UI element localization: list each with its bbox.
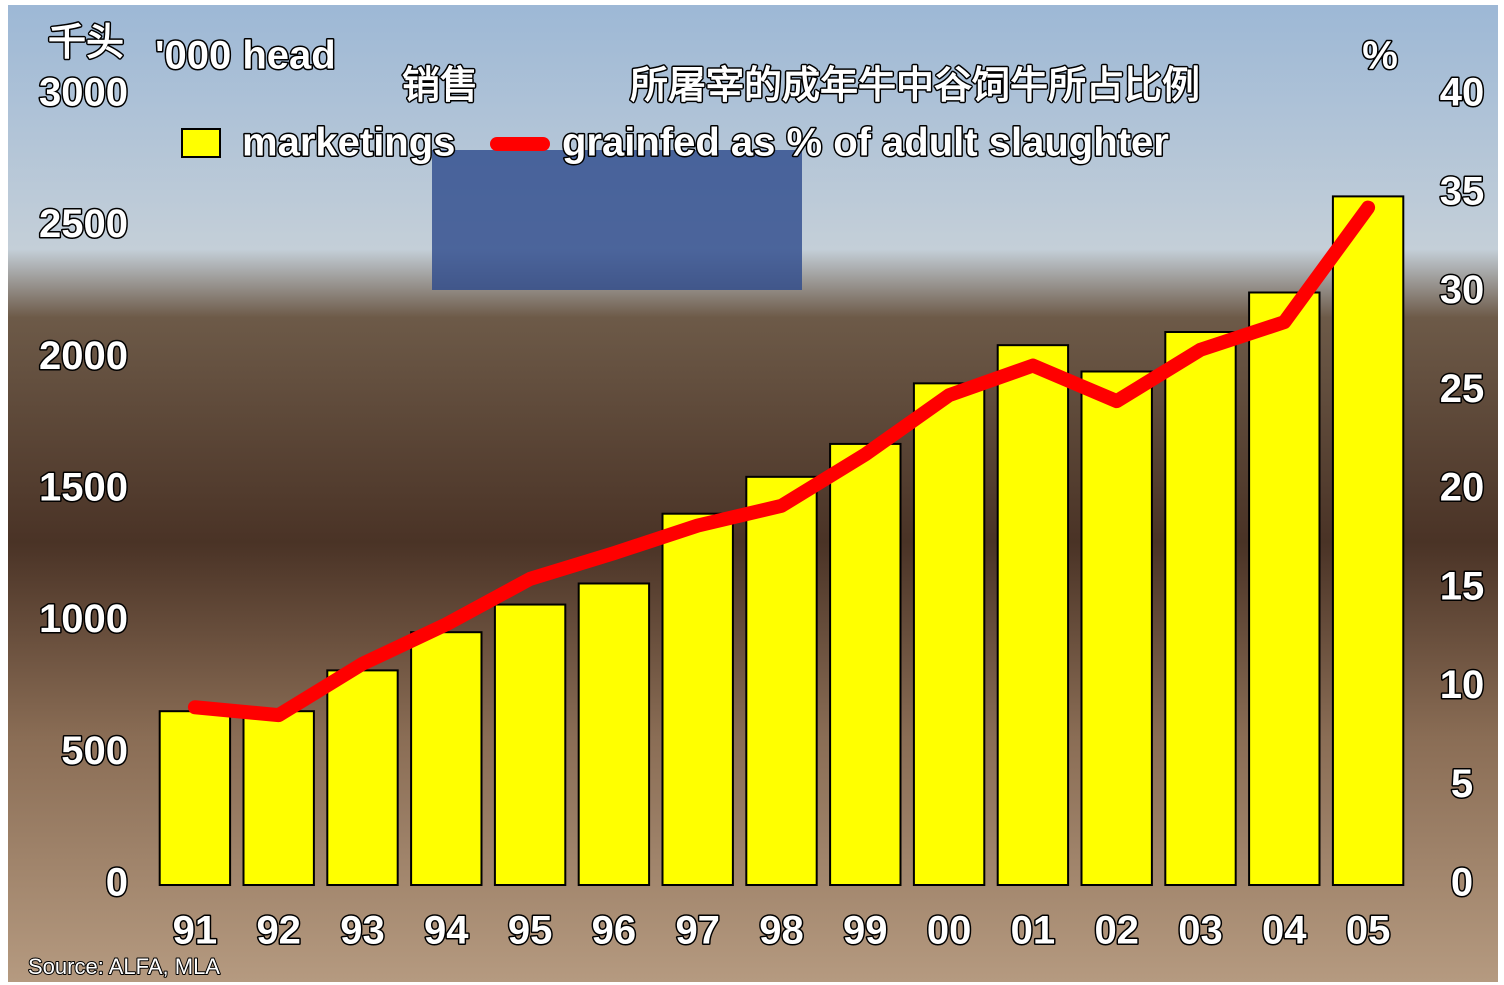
legend-entry: grainfed as % of adult slaughter [562,121,1169,165]
legend-entry: marketings [242,121,455,165]
x-tick-label: 98 [759,909,804,953]
y-tick-label: 2000 [39,334,128,378]
x-tick-label: 93 [340,909,385,953]
y-tick-label: 1500 [39,466,128,510]
y2-tick-label: 40 [1440,71,1485,115]
y2-tick-label: 15 [1440,564,1485,608]
y-tick-label: 3000 [39,71,128,115]
x-tick-label: 97 [675,909,720,953]
bar [661,512,734,886]
bar [577,582,651,886]
source: Source: ALFA, MLA [28,954,220,979]
x-tick-label: 04 [1262,909,1307,953]
x-tick-label: 94 [424,909,469,953]
y2-tick-label: 20 [1440,466,1485,510]
y-tick-label: 2500 [39,202,128,246]
y2-tick-label: 0 [1451,861,1473,905]
x-tick-label: 05 [1346,909,1391,953]
x-tick-label: 01 [1011,909,1056,953]
bar [242,710,315,887]
x-tick-label: 91 [173,909,218,953]
x-tick-label: 95 [508,909,553,953]
bar [158,710,232,887]
y2-tick-label: 35 [1440,169,1485,213]
x-tick-label: 99 [843,909,888,953]
bar [829,442,902,886]
bar [1080,370,1153,886]
y-tick-label: 500 [61,729,128,773]
legend-swatch [181,128,221,158]
y-tick-label: 0 [106,861,128,905]
bar [1248,291,1321,886]
bar [996,344,1070,886]
y2-label: % [1362,34,1398,78]
x-tick-label: 03 [1178,909,1223,953]
bar [745,475,818,886]
legend-zh: 所屠宰的成年牛中谷饲牛所占比例 [630,65,1200,107]
x-tick-label: 00 [927,909,972,953]
bar [912,382,986,886]
y2-tick-label: 10 [1440,663,1485,707]
y2-tick-label: 30 [1440,268,1485,312]
bar [1164,331,1237,886]
legend-zh: 销售 [402,65,478,107]
y-label: '000 head [155,34,336,78]
bar [1331,195,1405,886]
x-tick-label: 02 [1094,909,1139,953]
bar [410,631,483,887]
y-label-zh: 千头 [48,22,124,64]
x-tick-label: 92 [256,909,301,953]
y-tick-label: 1000 [39,597,128,641]
bar [493,603,567,886]
bar [326,669,399,887]
line [187,200,1376,723]
silos [432,150,802,290]
y2-tick-label: 25 [1440,367,1485,411]
y2-tick-label: 5 [1451,762,1473,806]
x-tick-label: 96 [592,909,637,953]
